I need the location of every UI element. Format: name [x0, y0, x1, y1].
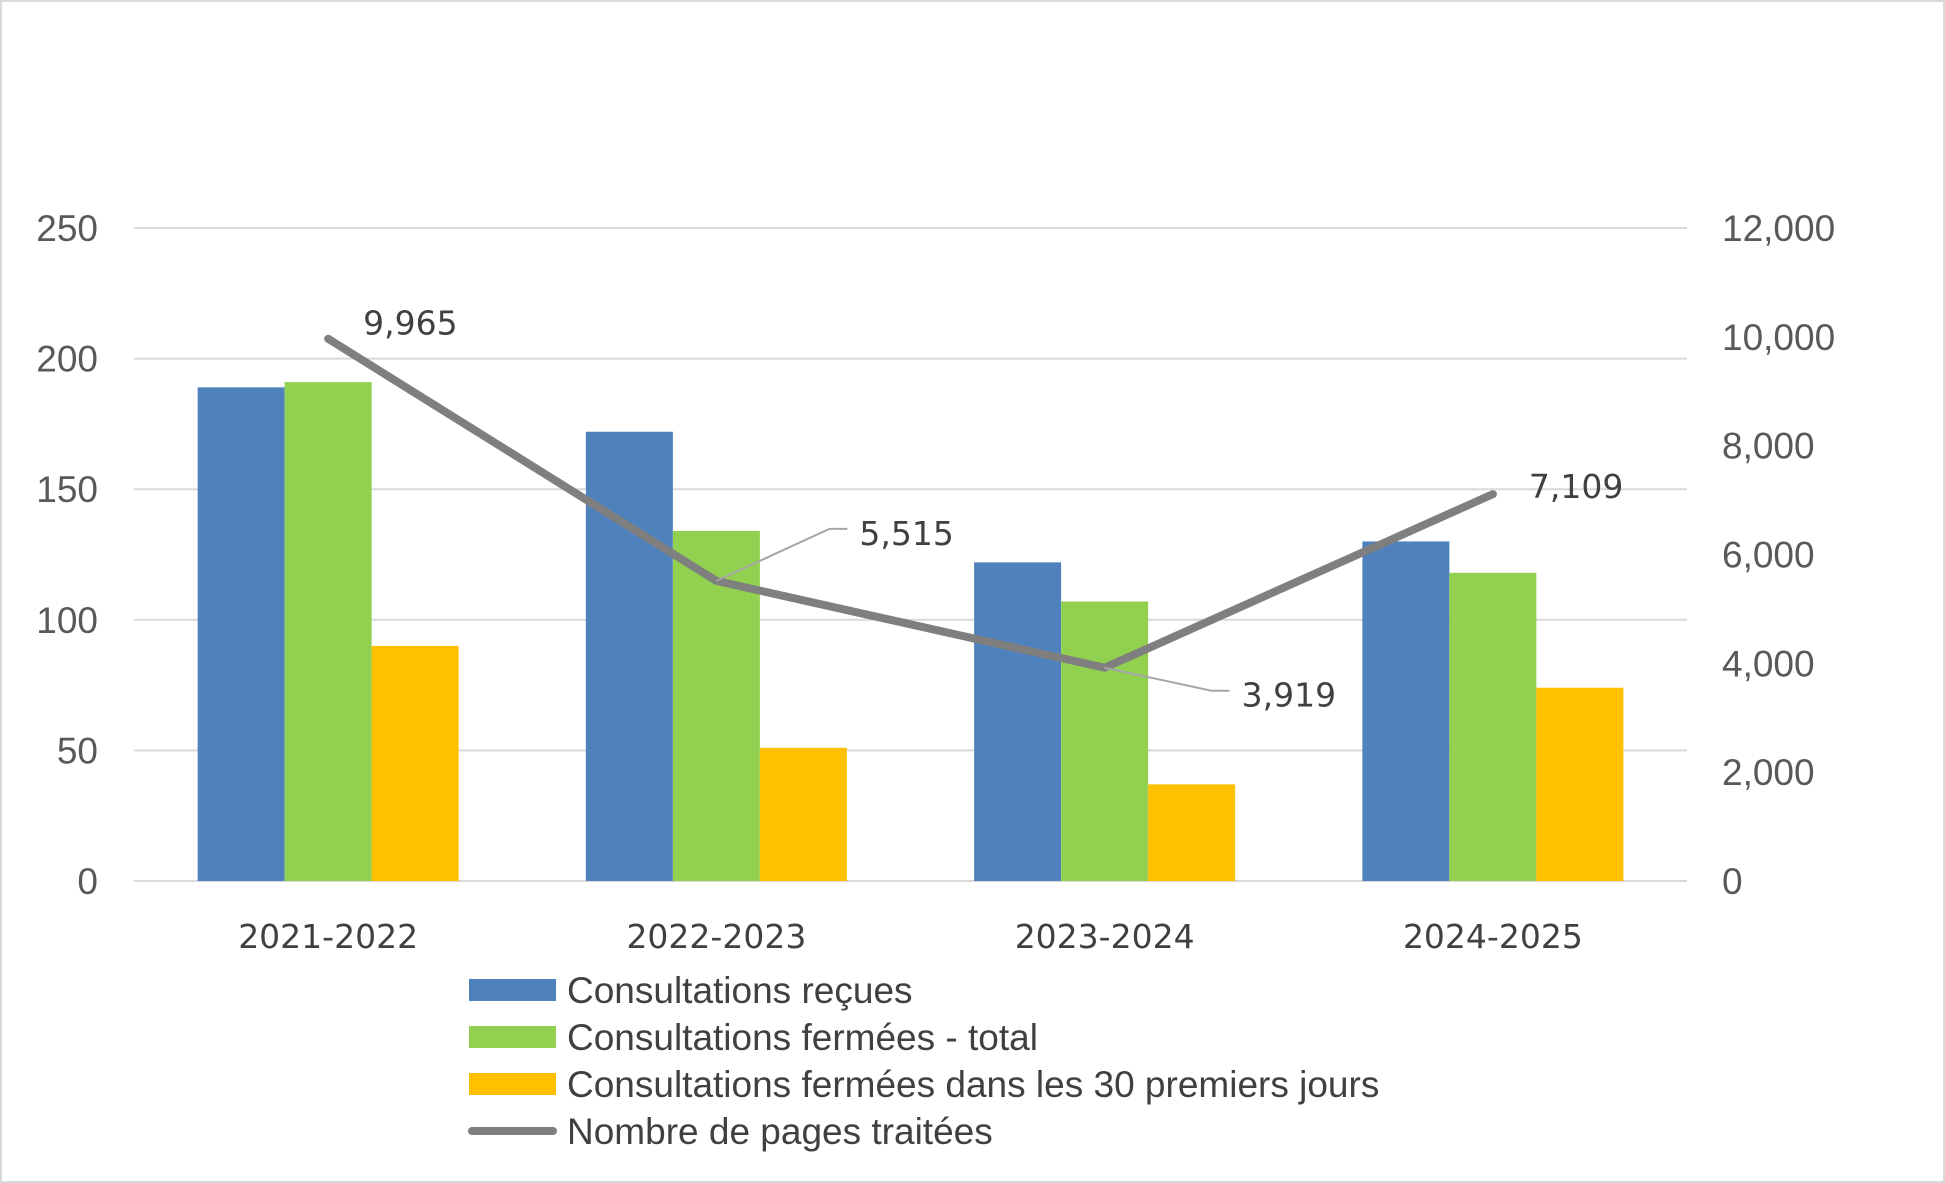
- legend-label: Consultations fermées dans les 30 premie…: [567, 1064, 1379, 1105]
- right-tick-label: 12,000: [1722, 208, 1835, 249]
- data-label: 3,919: [1242, 676, 1336, 715]
- data-label: 7,109: [1529, 467, 1623, 506]
- right-tick-label: 10,000: [1722, 317, 1835, 358]
- bar: [371, 645, 459, 881]
- right-tick-label: 2,000: [1722, 752, 1815, 793]
- bar: [1362, 541, 1450, 881]
- data-label: 5,515: [859, 514, 953, 553]
- leader-line: [715, 527, 848, 582]
- right-tick-label: 6,000: [1722, 535, 1815, 576]
- bar: [197, 387, 285, 881]
- left-tick-label: 0: [77, 861, 98, 902]
- category-label: 2022-2023: [626, 917, 806, 956]
- category-label: 2024-2025: [1403, 917, 1583, 956]
- line-series: 9,965 5,515 3,919 7,109: [324, 304, 1623, 715]
- data-label: 9,965: [363, 304, 457, 343]
- left-tick-label: 50: [57, 730, 98, 771]
- left-tick-label: 100: [36, 600, 98, 641]
- legend-swatch: [469, 979, 556, 1001]
- right-tick-label: 8,000: [1722, 426, 1815, 467]
- right-axis: 0 2,000 4,000 6,000 8,000 10,000 12,000: [1722, 208, 1835, 902]
- right-tick-label: 4,000: [1722, 643, 1815, 684]
- line-series-path: [324, 334, 1497, 672]
- left-tick-label: 200: [36, 339, 98, 380]
- bars: [197, 382, 1624, 881]
- category-label: 2023-2024: [1015, 917, 1195, 956]
- legend-swatch: [469, 1073, 556, 1095]
- bar: [1061, 601, 1149, 881]
- left-tick-label: 150: [36, 469, 98, 510]
- bar: [974, 562, 1062, 881]
- legend-label: Nombre de pages traitées: [567, 1111, 993, 1152]
- leader-line: [1104, 666, 1230, 692]
- bar: [1536, 687, 1624, 881]
- left-tick-label: 250: [36, 208, 98, 249]
- legend: Consultations reçues Consultations fermée…: [468, 970, 1379, 1152]
- bar: [1148, 784, 1236, 881]
- left-axis: 0 50 100 150 200 250: [36, 208, 98, 902]
- bar: [585, 431, 673, 881]
- x-axis: 2021-2022 2022-2023 2023-2024 2024-2025: [238, 917, 1583, 956]
- category-label: 2021-2022: [238, 917, 418, 956]
- legend-swatch: [469, 1026, 556, 1048]
- bar: [1449, 572, 1537, 881]
- bar: [759, 747, 847, 881]
- right-tick-label: 0: [1722, 861, 1743, 902]
- bar: [284, 382, 372, 881]
- legend-label: Consultations fermées - total: [567, 1017, 1038, 1058]
- legend-label: Consultations reçues: [567, 970, 913, 1011]
